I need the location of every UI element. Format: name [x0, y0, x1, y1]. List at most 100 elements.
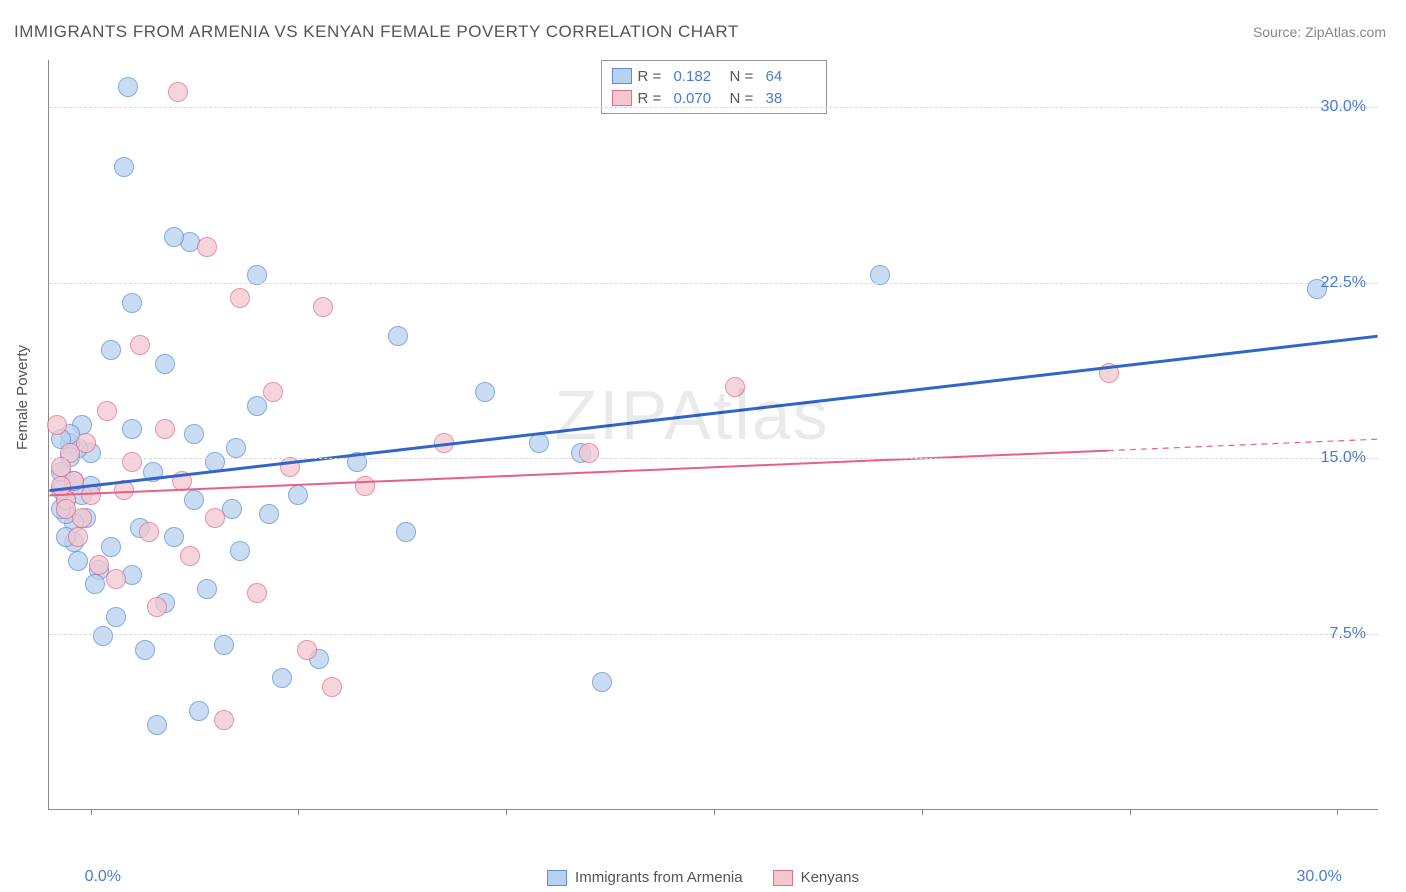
data-point	[434, 433, 454, 453]
legend-row: R = 0.182 N = 64	[612, 65, 816, 87]
data-point	[189, 701, 209, 721]
legend-item-label: Immigrants from Armenia	[575, 869, 743, 886]
data-point	[247, 583, 267, 603]
data-point	[168, 82, 188, 102]
y-tick-label: 30.0%	[1321, 98, 1366, 116]
legend-swatch-icon	[612, 90, 632, 106]
data-point	[280, 457, 300, 477]
data-point	[475, 382, 495, 402]
data-point	[101, 340, 121, 360]
data-point	[135, 640, 155, 660]
data-point	[263, 382, 283, 402]
data-point	[259, 504, 279, 524]
data-point	[81, 485, 101, 505]
data-point	[172, 471, 192, 491]
data-point	[214, 635, 234, 655]
data-point	[51, 457, 71, 477]
r-label: R =	[638, 90, 668, 107]
y-tick-label: 22.5%	[1321, 274, 1366, 292]
x-tick-label-max: 30.0%	[1296, 868, 1341, 886]
data-point	[114, 157, 134, 177]
gridline	[49, 634, 1378, 635]
data-point	[47, 415, 67, 435]
data-point	[355, 476, 375, 496]
data-point	[247, 265, 267, 285]
data-point	[89, 555, 109, 575]
data-point	[197, 237, 217, 257]
x-tick-label-min: 0.0%	[85, 868, 121, 886]
legend-row: R = 0.070 N = 38	[612, 87, 816, 109]
data-point	[347, 452, 367, 472]
data-point	[155, 419, 175, 439]
data-point	[247, 396, 267, 416]
data-point	[114, 480, 134, 500]
data-point	[56, 499, 76, 519]
legend-swatch-icon	[773, 870, 793, 886]
data-point	[230, 288, 250, 308]
r-value: 0.182	[674, 68, 724, 85]
scatter-plot-area: R = 0.182 N = 64 R = 0.070 N = 38 ZIPAtl…	[48, 60, 1378, 810]
y-tick-label: 7.5%	[1330, 625, 1366, 643]
data-point	[1099, 363, 1119, 383]
data-point	[164, 527, 184, 547]
data-point	[297, 640, 317, 660]
data-point	[197, 579, 217, 599]
data-point	[93, 626, 113, 646]
data-point	[139, 522, 159, 542]
data-point	[184, 424, 204, 444]
trend-line	[49, 336, 1377, 490]
gridline	[49, 458, 1378, 459]
data-point	[272, 668, 292, 688]
data-point	[529, 433, 549, 453]
x-tick	[298, 809, 299, 815]
chart-title: IMMIGRANTS FROM ARMENIA VS KENYAN FEMALE…	[14, 22, 739, 42]
x-tick	[506, 809, 507, 815]
legend-swatch-icon	[547, 870, 567, 886]
y-tick-label: 15.0%	[1321, 449, 1366, 467]
watermark-text: ZIPAtlas	[554, 375, 829, 455]
data-point	[143, 462, 163, 482]
r-label: R =	[638, 68, 668, 85]
data-point	[122, 293, 142, 313]
legend-item: Kenyans	[773, 869, 859, 886]
data-point	[118, 77, 138, 97]
x-tick	[91, 809, 92, 815]
data-point	[230, 541, 250, 561]
n-value: 38	[766, 90, 816, 107]
series-legend: Immigrants from Armenia Kenyans	[547, 869, 859, 886]
data-point	[313, 297, 333, 317]
legend-item: Immigrants from Armenia	[547, 869, 743, 886]
data-point	[164, 227, 184, 247]
data-point	[396, 522, 416, 542]
data-point	[180, 546, 200, 566]
legend-swatch-icon	[612, 68, 632, 84]
data-point	[205, 508, 225, 528]
data-point	[870, 265, 890, 285]
data-point	[214, 710, 234, 730]
data-point	[130, 335, 150, 355]
data-point	[592, 672, 612, 692]
data-point	[68, 527, 88, 547]
data-point	[322, 677, 342, 697]
data-point	[205, 452, 225, 472]
data-point	[388, 326, 408, 346]
data-point	[122, 419, 142, 439]
r-value: 0.070	[674, 90, 724, 107]
n-value: 64	[766, 68, 816, 85]
data-point	[85, 574, 105, 594]
data-point	[288, 485, 308, 505]
data-point	[106, 569, 126, 589]
data-point	[122, 452, 142, 472]
data-point	[51, 476, 71, 496]
n-label: N =	[730, 90, 760, 107]
x-tick	[714, 809, 715, 815]
data-point	[147, 597, 167, 617]
data-point	[106, 607, 126, 627]
legend-item-label: Kenyans	[801, 869, 859, 886]
data-point	[101, 537, 121, 557]
x-tick	[1337, 809, 1338, 815]
x-tick	[1130, 809, 1131, 815]
y-axis-label: Female Poverty	[14, 345, 31, 450]
n-label: N =	[730, 68, 760, 85]
gridline	[49, 107, 1378, 108]
